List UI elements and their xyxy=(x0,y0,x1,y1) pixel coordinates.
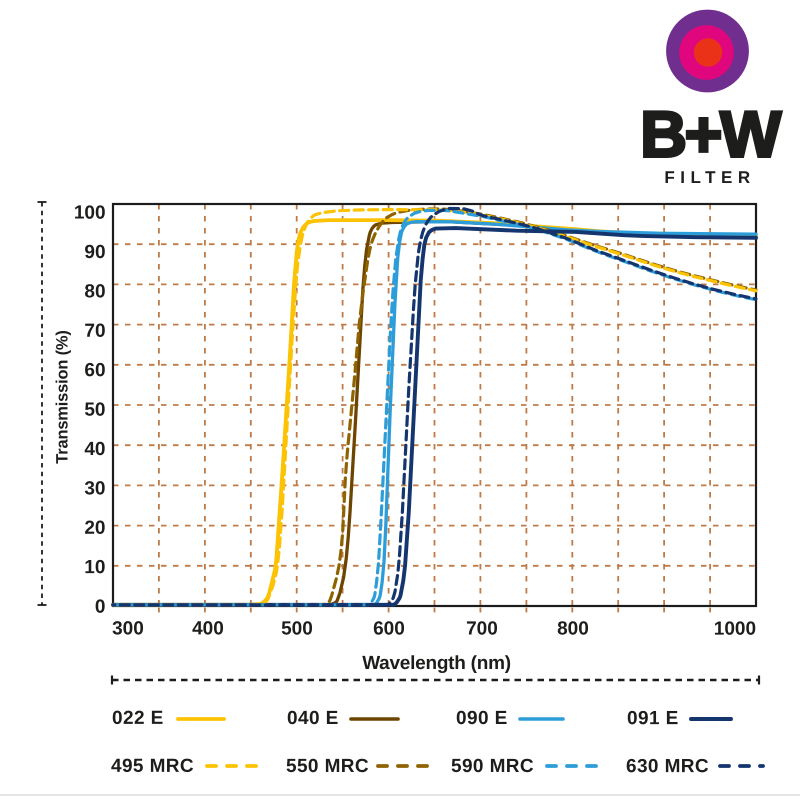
svg-text:700: 700 xyxy=(466,619,498,640)
svg-text:040 E: 040 E xyxy=(287,708,339,729)
svg-text:80: 80 xyxy=(84,281,105,302)
svg-text:800: 800 xyxy=(557,619,589,640)
svg-text:600: 600 xyxy=(373,618,405,639)
svg-text:1000: 1000 xyxy=(714,619,756,640)
svg-text:550 MRC: 550 MRC xyxy=(286,756,369,777)
svg-text:FILTER: FILTER xyxy=(664,168,755,187)
svg-text:Transmission (%): Transmission (%) xyxy=(53,330,71,463)
svg-text:400: 400 xyxy=(192,618,224,639)
svg-text:300: 300 xyxy=(112,618,144,639)
svg-text:Wavelength (nm): Wavelength (nm) xyxy=(362,653,511,674)
svg-text:630 MRC: 630 MRC xyxy=(626,756,709,777)
svg-text:590 MRC: 590 MRC xyxy=(451,756,534,777)
svg-text:495 MRC: 495 MRC xyxy=(111,756,194,777)
svg-text:100: 100 xyxy=(74,203,106,224)
svg-text:70: 70 xyxy=(84,321,105,342)
svg-text:0: 0 xyxy=(95,597,106,618)
svg-text:60: 60 xyxy=(84,360,105,381)
svg-text:B+W: B+W xyxy=(640,97,782,170)
svg-text:40: 40 xyxy=(84,439,105,460)
svg-text:500: 500 xyxy=(281,618,313,639)
svg-text:022 E: 022 E xyxy=(112,708,164,729)
svg-text:50: 50 xyxy=(84,400,105,421)
svg-text:90: 90 xyxy=(84,242,105,263)
svg-text:090 E: 090 E xyxy=(456,708,508,729)
svg-text:091 E: 091 E xyxy=(627,708,679,729)
svg-text:30: 30 xyxy=(84,478,105,499)
svg-text:20: 20 xyxy=(84,518,105,539)
svg-text:10: 10 xyxy=(84,557,105,578)
